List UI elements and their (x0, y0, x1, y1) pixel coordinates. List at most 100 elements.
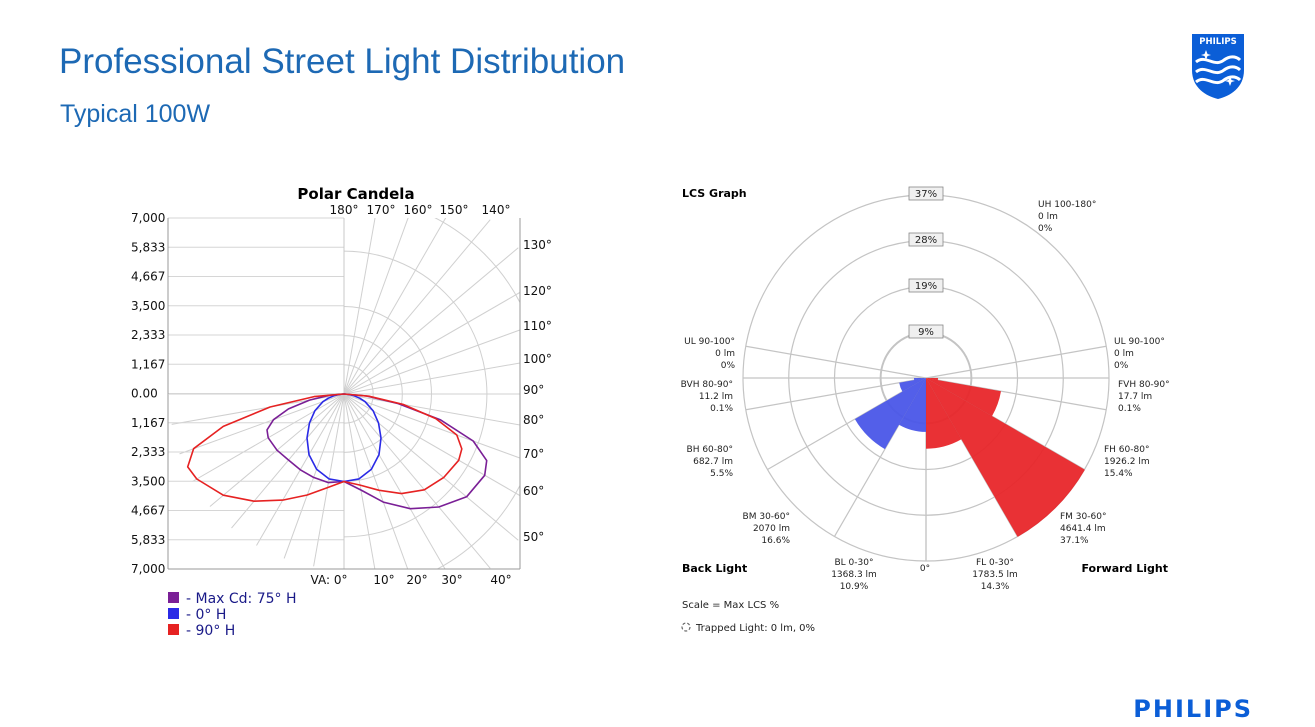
lcs-zone-text: 682.7 lm (693, 457, 733, 467)
angle-label-top: 140° (482, 203, 511, 217)
scale-note: Scale = Max LCS % (682, 600, 779, 611)
y-tick-label: 5,833 (131, 533, 165, 547)
back-light-label: Back Light (682, 562, 747, 575)
lcs-zone-label-FM: FM 30-60° 4641.4 lm 37.1% (1060, 512, 1106, 546)
lcs-zero-label: 0° (920, 564, 930, 574)
y-tick-label: 7,000 (131, 562, 165, 576)
grid-ray (344, 393, 376, 569)
lcs-zone-text: BVH 80-90° (681, 380, 733, 390)
lcs-zone-text: 0% (1114, 361, 1129, 371)
lcs-title: LCS Graph (682, 187, 747, 200)
lcs-zone-text: 0.1% (1118, 404, 1141, 414)
lcs-ray (745, 345, 927, 379)
lcs-ray (745, 377, 927, 411)
lcs-zone-text: 4641.4 lm (1060, 524, 1106, 534)
legend-label: - 0° H (186, 607, 226, 623)
grid-ray (344, 247, 519, 395)
trapped-note: Trapped Light: 0 lm, 0% (695, 623, 815, 634)
angle-label-right: 100° (523, 352, 552, 366)
y-tick-label: 3,500 (131, 474, 165, 488)
lcs-zone-text: 11.2 lm (699, 392, 733, 402)
lcs-wedge-BVH (914, 378, 926, 381)
lcs-zone-label-FH: FH 60-80° 1926.2 lm 15.4% (1104, 445, 1150, 479)
ring-label-box (908, 186, 944, 201)
polar-title: Polar Candela (297, 185, 414, 203)
grid-ray (344, 218, 409, 395)
lcs-zone-text: 0% (1038, 224, 1053, 234)
ring-label-box (908, 278, 944, 293)
grid-ray (344, 393, 520, 497)
grid-ray (344, 393, 519, 541)
grid-ray (344, 393, 520, 459)
grid-ray (344, 393, 446, 569)
lcs-zone-text: 37.1% (1060, 536, 1089, 546)
lcs-zone-text: 1926.2 lm (1104, 457, 1150, 467)
lcs-zone-text: UH 100-180° (1038, 200, 1096, 210)
lcs-zone-text: 0 lm (1038, 212, 1058, 222)
grid-ray (344, 219, 491, 395)
lcs-zone-text: 14.3% (981, 582, 1010, 592)
angle-label-right: 130° (523, 238, 552, 252)
lcs-zone-text: 1783.5 lm (972, 570, 1018, 580)
angle-label-bottom: 40° (490, 573, 511, 587)
angle-label-bottom: VA: 0° (311, 573, 348, 587)
page-title: Professional Street Light Distribution (59, 42, 626, 81)
grid-ray (344, 291, 520, 395)
lcs-wedge-BL (899, 378, 926, 432)
lcs-zone-text: FL 0-30° (976, 558, 1014, 568)
lcs-wedge-FVH (926, 378, 938, 381)
grid-ray (344, 329, 520, 395)
lcs-zone-text: FH 60-80° (1104, 445, 1149, 455)
angle-label-right: 120° (523, 284, 552, 298)
angle-label-right: 90° (523, 383, 544, 397)
lcs-zone-text: 17.7 lm (1118, 392, 1152, 402)
lcs-zone-text: 0.1% (710, 404, 733, 414)
lcs-zone-label-ULB: UL 90-100° 0 lm 0% (684, 337, 735, 371)
y-tick-label: 4,667 (131, 270, 165, 284)
grid-ray (344, 393, 491, 569)
lcs-zone-text: BM 30-60° (743, 512, 790, 522)
angle-label-top: 180° (330, 203, 359, 217)
lcs-wedge-FL (926, 378, 962, 449)
series-curve-2 (186, 393, 463, 502)
forward-light-label: Forward Light (1081, 562, 1168, 575)
grid-ray (344, 218, 447, 395)
page-subtitle: Typical 100W (60, 100, 211, 128)
legend-swatch (168, 608, 179, 619)
lcs-wedge-FH (926, 378, 1001, 417)
lcs-zone-text: 1368.3 lm (831, 570, 877, 580)
angle-label-right: 110° (523, 319, 552, 333)
ring-label: 28% (915, 235, 937, 246)
grid-ray (344, 393, 520, 426)
grid-ring (344, 306, 432, 482)
ring-label-box (908, 232, 944, 247)
lcs-zone-text: 5.5% (710, 469, 733, 479)
lcs-graph-chart: LCS Graph 37% 28% 19% 9% FL 0-30° 1783.5 lm 14.… (681, 186, 1170, 634)
ring-label: 19% (915, 281, 937, 292)
grid-right (344, 218, 520, 569)
lcs-zone-label-UH: UH 100-180° 0 lm 0% (1038, 200, 1096, 234)
angle-label-bottom: 20° (406, 573, 427, 587)
y-tick-label: 1,167 (131, 357, 165, 371)
y-tick-label: 3,500 (131, 299, 165, 313)
ring-label: 9% (918, 327, 934, 338)
lcs-zone-text: 16.6% (761, 536, 790, 546)
lcs-zone-text: FVH 80-90° (1118, 380, 1170, 390)
lcs-zone-text: BH 60-80° (687, 445, 733, 455)
lcs-wedge-BH (899, 378, 926, 392)
angle-label-top: 150° (440, 203, 469, 217)
lcs-zone-text: FM 30-60° (1060, 512, 1106, 522)
angle-label-bottom: 30° (441, 573, 462, 587)
legend-swatch (168, 624, 179, 635)
y-tick-label: 2,333 (131, 328, 165, 342)
grid-ray (344, 362, 520, 395)
angle-label-top: 160° (404, 203, 433, 217)
ring-label-box (908, 324, 944, 339)
legend-label: - 90° H (186, 623, 235, 639)
ring-label: 37% (915, 189, 937, 200)
trapped-light-icon (681, 622, 691, 632)
angle-label-right: 60° (523, 484, 544, 498)
grid-ray (344, 218, 376, 395)
lcs-zone-label-BVH: BVH 80-90° 11.2 lm 0.1% (681, 380, 734, 414)
legend-swatch (168, 592, 179, 603)
